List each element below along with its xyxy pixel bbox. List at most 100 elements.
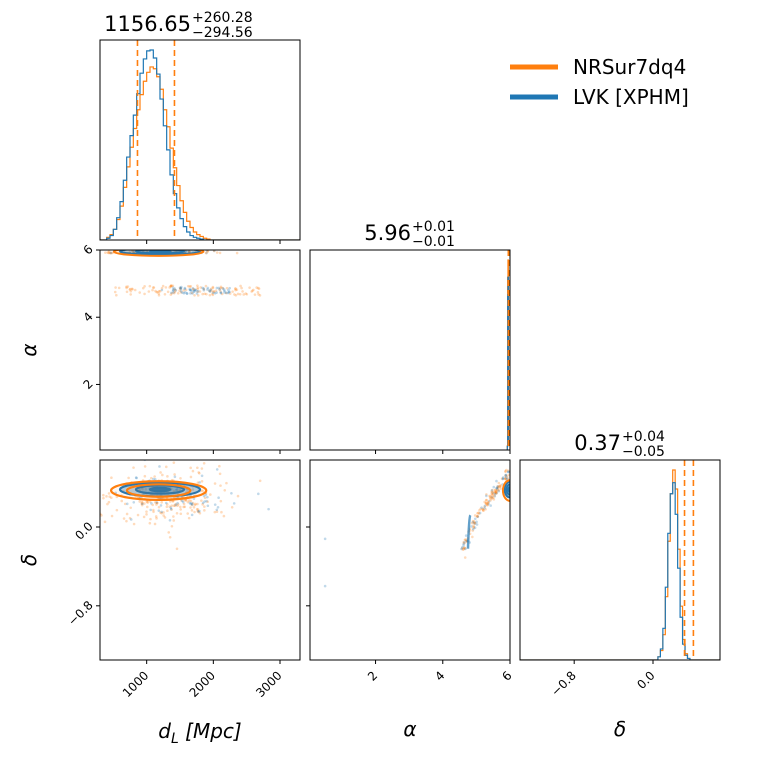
- scatter-point-dL-alpha: [241, 290, 244, 293]
- scatter-point-dL-delta: [141, 501, 144, 505]
- scatter-point-dL-alpha: [171, 289, 175, 292]
- title-dL-minus: −294.56: [192, 25, 253, 41]
- scatter-point-dL-alpha: [255, 286, 258, 289]
- scatter-point-dL-delta: [197, 510, 200, 513]
- panel-frame-dL-alpha: [99, 249, 301, 451]
- scatter-point-alpha-delta: [483, 506, 486, 510]
- scatter-point-alpha-delta: [472, 525, 476, 529]
- scatter-point-dL-alpha: [180, 285, 183, 289]
- scatter-point-dL-alpha: [157, 294, 161, 297]
- scatter-point-dL-delta: [153, 501, 157, 504]
- scatter-point-dL-delta: [125, 512, 129, 516]
- scatter-point-dL-alpha: [160, 288, 164, 292]
- scatter-point-dL-alpha: [189, 285, 193, 288]
- scatter-point-dL-alpha: [151, 288, 154, 292]
- scatter-point-dL-alpha: [228, 292, 232, 295]
- scatter-point-dL-alpha: [202, 287, 206, 290]
- scatter-point-dL-delta: [105, 495, 108, 498]
- scatter-point-alpha-delta: [461, 546, 464, 549]
- scatter-point-dL-alpha: [218, 288, 221, 291]
- scatter-point-alpha-delta: [473, 521, 477, 525]
- scatter-point-dL-delta: [180, 499, 184, 503]
- scatter-point-dL-delta: [110, 514, 114, 518]
- scatter-point-dL-delta: [202, 494, 206, 498]
- scatter-point-dL-alpha: [223, 289, 226, 293]
- scatter-point-alpha-delta: [491, 496, 495, 499]
- scatter-point-dL-delta: [168, 505, 171, 508]
- scatter-point-dL-delta: [153, 477, 157, 481]
- scatter-point-dL-alpha: [218, 251, 222, 255]
- scatter-point-alpha-delta: [504, 477, 507, 481]
- scatter-point-dL-delta: [176, 503, 180, 506]
- outlier-point-1: [323, 584, 327, 588]
- scatter-point-dL-delta: [152, 508, 155, 512]
- hist-group-delta: [520, 469, 720, 660]
- scatter-point-dL-delta: [175, 511, 179, 515]
- scatter-point-dL-delta: [107, 492, 111, 495]
- xtick-label-alpha: 4: [432, 668, 447, 683]
- scatter-point-alpha-delta: [484, 501, 488, 505]
- panel-frame-dL-marginal: [99, 39, 301, 241]
- scatter-point-dL-delta: [170, 508, 173, 511]
- scatter-point-dL-alpha: [182, 289, 185, 292]
- scatter-point-alpha-delta: [492, 498, 496, 501]
- scatter-point-dL-delta: [123, 502, 127, 506]
- scatter-point-alpha-delta: [498, 484, 502, 488]
- scatter-point-dL-alpha: [219, 286, 223, 290]
- scatter-point-dL-delta: [140, 502, 144, 506]
- scatter-point-dL-delta: [132, 466, 135, 469]
- scatter-point-dL-delta: [222, 514, 226, 518]
- scatter-point-dL-delta: [157, 509, 161, 512]
- scatter-point-dL-alpha: [128, 288, 132, 291]
- scatter-point-alpha-delta: [496, 485, 499, 488]
- scatter-point-dL-alpha: [128, 287, 132, 291]
- scatter-point-dL-delta: [129, 506, 133, 510]
- scatter-point-dL-delta: [193, 503, 197, 507]
- scatter-point-dL-alpha: [219, 285, 223, 289]
- scatter-point-dL-alpha: [220, 292, 224, 296]
- xtick-label-dL: 3000: [253, 668, 284, 699]
- scatter-point-dL-delta: [159, 504, 163, 507]
- scatter-point-dL-delta: [141, 502, 144, 506]
- scatter-point-dL-delta: [159, 511, 162, 514]
- scatter-point-alpha-delta: [501, 477, 505, 481]
- scatter-point-dL-alpha: [196, 284, 199, 287]
- scatter-point-alpha-delta: [475, 520, 478, 524]
- scatter-point-alpha-delta: [470, 525, 473, 528]
- scatter-point-dL-alpha: [133, 288, 137, 292]
- scatter-point-dL-alpha: [210, 289, 213, 293]
- scatter-point-dL-delta: [230, 491, 233, 495]
- scatter-point-dL-alpha: [178, 289, 181, 293]
- scatter-point-dL-alpha: [234, 287, 237, 290]
- scatter-point-dL-alpha: [125, 286, 128, 290]
- scatter-point-dL-delta: [146, 501, 149, 504]
- scatter-point-alpha-delta: [485, 498, 488, 502]
- scatter-point-alpha-delta: [463, 556, 467, 559]
- xlabel-alpha: α: [403, 717, 416, 741]
- scatter-point-dL-alpha: [156, 290, 159, 294]
- scatter-point-alpha-delta: [490, 496, 494, 499]
- scatter-point-dL-alpha: [189, 288, 192, 292]
- scatter-point-alpha-delta: [473, 521, 476, 525]
- scatter-point-alpha-delta: [484, 501, 488, 505]
- scatter-point-dL-delta: [186, 512, 190, 515]
- scatter-point-dL-alpha: [174, 288, 178, 292]
- scatter-point-dL-alpha: [179, 287, 183, 291]
- scatter-point-alpha-delta: [491, 491, 495, 495]
- scatter-point-dL-alpha: [170, 291, 173, 295]
- scatter-point-dL-alpha: [141, 286, 145, 290]
- scatter-point-dL-delta: [110, 496, 113, 499]
- scatter-point-alpha-delta: [460, 546, 464, 550]
- scatter-point-dL-alpha: [256, 291, 260, 294]
- scatter-point-dL-delta: [174, 502, 177, 506]
- scatter-point-alpha-delta: [473, 514, 477, 517]
- scatter-point-dL-alpha: [173, 287, 177, 291]
- scatter-point-alpha-delta: [483, 505, 486, 509]
- scatter-point-dL-delta: [169, 507, 173, 511]
- scatter-point-dL-alpha: [171, 288, 175, 292]
- scatter-point-dL-alpha: [199, 286, 203, 289]
- title-alpha-plus: +0.01: [412, 219, 455, 235]
- scatter-point-dL-alpha: [205, 292, 208, 296]
- scatter-point-dL-delta: [125, 519, 128, 523]
- scatter-point-alpha-delta: [491, 491, 494, 494]
